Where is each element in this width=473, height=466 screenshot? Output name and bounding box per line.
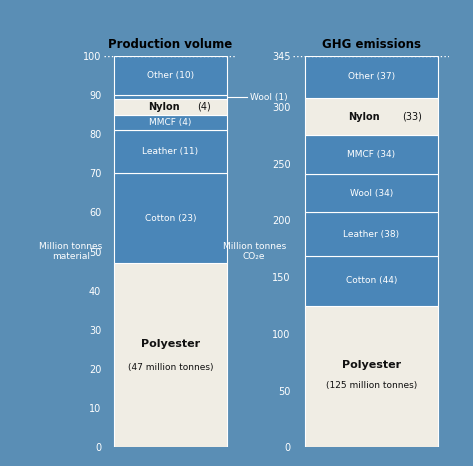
Text: Polyester: Polyester — [342, 360, 401, 370]
Text: Nylon: Nylon — [348, 112, 379, 122]
Text: (125 million tonnes): (125 million tonnes) — [326, 381, 417, 390]
Bar — [114, 56, 227, 95]
Title: Production volume: Production volume — [108, 38, 232, 51]
Text: Wool (1): Wool (1) — [250, 93, 288, 102]
Bar — [114, 263, 227, 447]
Text: MMCF (4): MMCF (4) — [149, 118, 192, 127]
Text: Million tonnes
material: Million tonnes material — [39, 242, 103, 261]
Bar — [305, 56, 438, 98]
Text: Nylon: Nylon — [148, 102, 179, 112]
Text: Leather (38): Leather (38) — [343, 230, 399, 239]
Bar — [305, 256, 438, 306]
Bar — [305, 98, 438, 135]
Bar — [305, 174, 438, 212]
Bar — [114, 130, 227, 173]
Text: Other (37): Other (37) — [348, 72, 395, 82]
Text: Million tonnes
CO₂e: Million tonnes CO₂e — [223, 242, 286, 261]
Text: MMCF (34): MMCF (34) — [347, 150, 395, 159]
Bar — [305, 135, 438, 174]
Bar — [305, 306, 438, 447]
Text: Other (10): Other (10) — [147, 71, 194, 80]
Bar — [114, 115, 227, 130]
Title: GHG emissions: GHG emissions — [322, 38, 421, 51]
Bar — [305, 212, 438, 256]
Text: (4): (4) — [197, 102, 210, 112]
Text: (47 million tonnes): (47 million tonnes) — [128, 363, 213, 371]
Bar — [114, 99, 227, 115]
Text: Wool (34): Wool (34) — [350, 189, 393, 198]
Bar — [114, 173, 227, 263]
Bar — [114, 95, 227, 99]
Text: Polyester: Polyester — [141, 339, 200, 349]
Text: (33): (33) — [403, 112, 422, 122]
Text: Leather (11): Leather (11) — [142, 147, 198, 156]
Text: Cotton (23): Cotton (23) — [145, 214, 196, 223]
Text: Cotton (44): Cotton (44) — [346, 276, 397, 285]
